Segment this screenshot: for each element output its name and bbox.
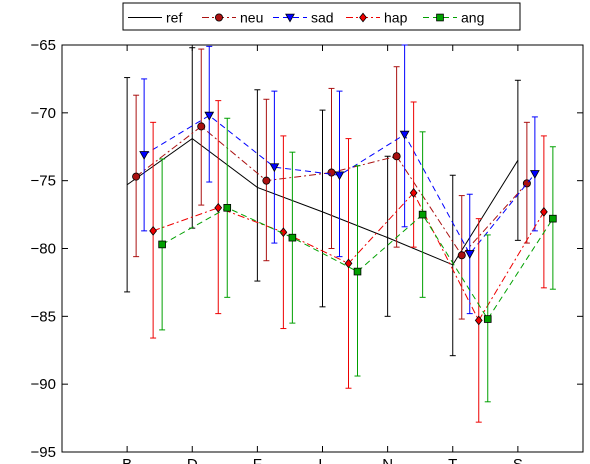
y-tick-label: −75 [31,173,56,190]
x-tick-label: L [318,456,326,464]
data-point [327,168,336,177]
series-ref [124,47,521,357]
data-point [344,258,353,269]
data-point [279,227,288,238]
data-point [483,315,492,323]
error-bar [319,109,326,308]
data-point [158,240,166,249]
data-point [262,176,271,185]
series-layer [124,44,557,423]
y-tick-label: −85 [31,308,56,325]
legend-label: hap [384,10,408,26]
data-point [132,172,141,181]
series-sad [139,44,540,315]
series-line-ref [126,137,519,266]
legend-marker [359,12,367,23]
legend-marker [436,13,444,22]
data-point [197,122,206,131]
legend-marker [285,13,295,23]
series-ang [158,117,557,403]
x-tick-label: S [513,456,523,464]
x-tick-label: D [187,456,198,464]
data-point [204,111,215,121]
legend-marker [214,13,223,22]
data-point [392,152,401,161]
plot-axes: −95 −90 −85 −80 −75 −70 −65 B D F L N T S [31,37,584,464]
data-point [288,233,297,242]
data-point [529,170,540,179]
error-bar [254,89,261,282]
legend-label: sad [311,10,334,26]
data-point [409,188,418,198]
legend-item-ang: ang [423,10,484,26]
legend-item-neu: neu [202,10,263,26]
y-tick-label: −80 [31,241,56,258]
data-point [149,226,157,236]
error-bar [328,87,335,249]
series-hap [149,100,548,423]
y-tick-label: −65 [31,37,56,54]
legend-label: ref [166,10,182,26]
data-point [549,214,557,223]
x-tick-label: B [122,456,132,464]
legend-label: neu [240,10,263,26]
data-point [223,203,232,212]
error-bar [384,155,391,317]
y-tick-label: −70 [31,105,56,122]
legend-item-hap: hap [346,10,408,26]
data-point [214,202,223,213]
x-tick-label: F [253,456,262,464]
data-point [464,250,475,259]
x-tick-label: N [382,456,393,464]
legend-label: ang [461,10,484,26]
legend-box [122,2,521,31]
data-point [457,251,466,260]
data-point [353,267,362,276]
data-point [269,163,280,173]
legend-item-sad: sad [273,10,334,26]
legend-item-ref: ref [128,10,182,26]
data-point [418,210,427,219]
data-point [139,151,150,160]
x-tick-label: T [448,456,457,464]
data-point [334,171,345,181]
error-bar [449,174,456,357]
data-point [474,315,483,326]
legend: ref neu sad hap ang [122,2,521,31]
data-point [540,207,548,217]
y-tick-label: −95 [31,444,56,461]
y-tick-label: −90 [31,376,56,393]
data-point [399,130,410,140]
